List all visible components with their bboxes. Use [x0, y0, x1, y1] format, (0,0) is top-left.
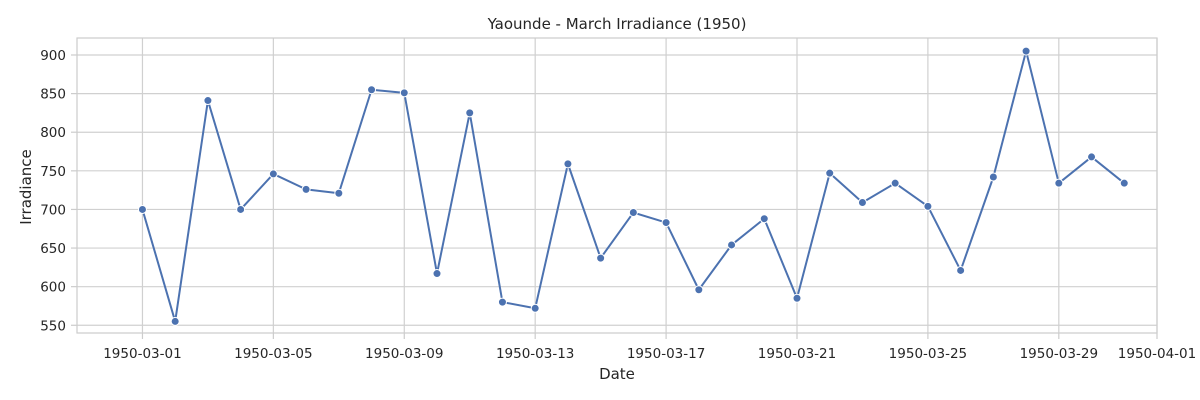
x-tick-label: 1950-04-01: [1118, 346, 1196, 362]
data-point: [563, 159, 573, 169]
x-tick-label: 1950-03-01: [103, 346, 181, 362]
data-point: [301, 184, 311, 194]
data-point: [727, 240, 737, 250]
data-point: [170, 316, 180, 326]
data-point: [825, 168, 835, 178]
data-point: [1119, 178, 1129, 188]
data-point: [465, 108, 475, 118]
chart-title: Yaounde - March Irradiance (1950): [487, 15, 747, 33]
x-tick-label: 1950-03-09: [365, 346, 443, 362]
data-point: [857, 197, 867, 207]
y-tick-label: 550: [40, 318, 66, 334]
data-point: [367, 85, 377, 95]
x-tick-label: 1950-03-21: [758, 346, 836, 362]
data-point: [792, 293, 802, 303]
x-tick-label: 1950-03-25: [889, 346, 967, 362]
data-point: [137, 204, 147, 214]
data-point: [661, 218, 671, 228]
x-tick-label: 1950-03-17: [627, 346, 705, 362]
y-tick-label: 900: [40, 48, 66, 64]
data-point: [432, 269, 442, 279]
data-point: [399, 88, 409, 98]
plot-frame: [76, 37, 1158, 334]
data-point: [268, 169, 278, 179]
data-point: [759, 214, 769, 224]
data-point: [956, 265, 966, 275]
data-point: [628, 208, 638, 218]
data-point: [988, 172, 998, 182]
data-point: [203, 96, 213, 106]
y-axis-label: Irradiance: [17, 149, 35, 225]
series-line: [141, 50, 1125, 323]
data-point: [497, 297, 507, 307]
y-tick-label: 650: [40, 241, 66, 257]
x-tick-label: 1950-03-13: [496, 346, 574, 362]
data-point: [923, 201, 933, 211]
y-tick-label: 850: [40, 87, 66, 103]
data-point: [1021, 46, 1031, 56]
data-point: [334, 188, 344, 198]
x-tick-label: 1950-03-05: [234, 346, 312, 362]
y-tick-label: 600: [40, 280, 66, 296]
y-tick-label: 750: [40, 164, 66, 180]
x-axis-label: Date: [599, 365, 635, 383]
data-point: [236, 204, 246, 214]
data-point: [694, 285, 704, 295]
data-point: [890, 178, 900, 188]
y-tick-label: 800: [40, 125, 66, 141]
data-point: [1054, 178, 1064, 188]
x-tick-label: 1950-03-29: [1020, 346, 1098, 362]
y-tick-label: 700: [40, 202, 66, 218]
data-point: [1087, 152, 1097, 162]
data-point: [530, 303, 540, 313]
data-point: [596, 253, 606, 263]
